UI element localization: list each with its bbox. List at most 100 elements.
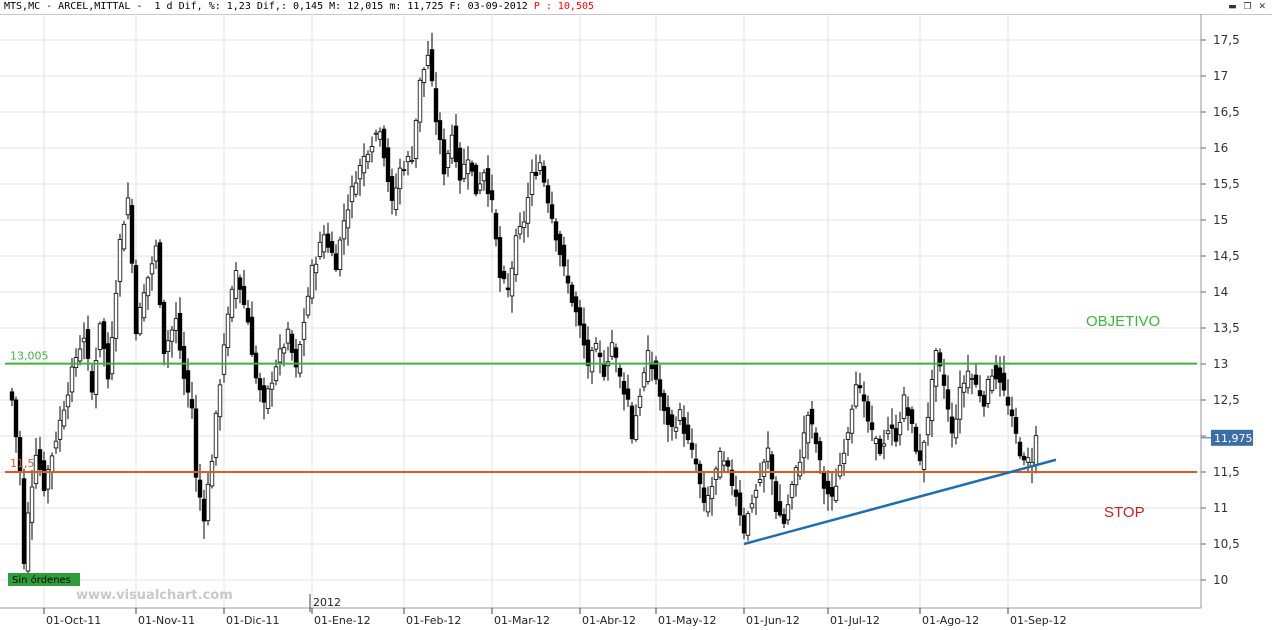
candle-body-down <box>893 428 899 442</box>
candle-154 <box>625 374 631 408</box>
candle-97 <box>397 158 403 205</box>
candle-40 <box>169 325 175 358</box>
candle-body-up <box>845 432 851 440</box>
y-tick-label-10: 15 <box>1213 213 1228 227</box>
candle-144 <box>585 326 591 379</box>
candle-201 <box>813 427 819 453</box>
candle-body-down <box>473 164 479 195</box>
candle-body-down <box>429 49 435 82</box>
candle-body-up <box>413 120 419 160</box>
candle-body-up <box>677 409 683 421</box>
candle-192 <box>777 484 783 518</box>
candle-17 <box>77 335 83 366</box>
candle-body-down <box>177 313 183 351</box>
candle-130 <box>529 159 535 207</box>
candle-102 <box>417 77 423 133</box>
candle-37 <box>157 239 163 308</box>
candle-body-down <box>545 185 551 204</box>
candle-body-down <box>821 472 827 489</box>
candle-227 <box>917 433 923 466</box>
candle-82 <box>337 236 343 277</box>
candle-body-down <box>541 165 547 183</box>
minimize-icon[interactable]: ▬ <box>1228 2 1239 12</box>
candle-100 <box>409 146 415 164</box>
candle-body-down <box>497 237 503 278</box>
candle-body-down <box>189 399 195 409</box>
candle-180 <box>729 459 735 496</box>
candle-200 <box>809 401 815 439</box>
candle-body-up <box>965 370 971 389</box>
candle-0 <box>9 387 15 407</box>
candle-4 <box>25 501 31 581</box>
candle-214 <box>865 395 871 433</box>
candle-body-up <box>705 495 711 513</box>
y-tick-label-11: 15,5 <box>1213 177 1240 191</box>
candle-body-down <box>809 408 815 425</box>
candle-176 <box>713 466 719 495</box>
candle-body-down <box>9 391 15 401</box>
restore-icon[interactable]: ❐ <box>1243 2 1254 12</box>
candle-138 <box>561 236 567 277</box>
candle-212 <box>857 372 863 394</box>
candle-98 <box>401 160 407 176</box>
candle-60 <box>249 301 255 358</box>
candle-83 <box>341 203 347 255</box>
candle-56 <box>233 262 239 309</box>
candle-body-up <box>509 267 515 297</box>
candle-body-up <box>61 409 67 427</box>
candle-body-up <box>849 408 855 434</box>
candle-body-down <box>913 426 919 452</box>
candle-165 <box>669 409 675 441</box>
candle-10 <box>49 452 55 490</box>
candle-137 <box>557 230 563 267</box>
candle-125 <box>509 261 515 313</box>
candle-162 <box>657 364 663 411</box>
candle-body-up <box>25 512 31 572</box>
close-icon[interactable]: ✕ <box>1258 2 1268 12</box>
candle-18 <box>81 322 87 360</box>
candle-142 <box>577 299 583 338</box>
candle-126 <box>513 228 519 282</box>
candle-body-down <box>657 379 663 397</box>
candle-body-down <box>577 307 583 326</box>
candle-body-up <box>81 337 87 343</box>
candle-body-up <box>797 461 803 477</box>
candle-65 <box>269 371 275 407</box>
candle-46 <box>193 394 199 492</box>
candle-183 <box>741 507 747 540</box>
candle-143 <box>581 307 587 359</box>
candle-body-up <box>221 344 227 375</box>
candle-body-down <box>325 233 331 248</box>
window-controls[interactable]: ▬ ❐ ✕ <box>1228 1 1268 13</box>
candle-body-up <box>801 432 807 459</box>
candle-body-up <box>165 340 171 352</box>
candle-body-down <box>597 352 603 358</box>
candle-208 <box>841 438 847 476</box>
candle-body-down <box>973 374 979 385</box>
candle-31 <box>133 259 139 341</box>
candle-body-up <box>805 414 811 444</box>
candle-body-up <box>117 239 123 282</box>
candle-252 <box>1017 437 1023 459</box>
candle-body-up <box>521 221 527 228</box>
candle-209 <box>845 426 851 457</box>
candle-114 <box>465 145 471 190</box>
candle-body-up <box>137 307 143 335</box>
candle-7 <box>37 436 43 477</box>
candle-body-up <box>609 342 615 357</box>
y-tick-label-3: 11,5 <box>1213 465 1240 479</box>
candle-160 <box>649 351 655 381</box>
x-tick-label-5: 01-Mar-12 <box>494 614 550 627</box>
candle-body-up <box>145 277 151 297</box>
candle-226 <box>913 423 919 455</box>
candle-123 <box>501 265 507 284</box>
x-tick-label-1: 01-Nov-11 <box>138 614 195 627</box>
objective-annotation: OBJETIVO <box>1086 313 1160 330</box>
candle-body-up <box>757 479 763 483</box>
candle-246 <box>993 355 999 390</box>
candle-157 <box>637 388 643 416</box>
candle-body-up <box>209 461 215 487</box>
candle-body-up <box>225 313 231 348</box>
year-label: 2012 <box>313 596 341 609</box>
